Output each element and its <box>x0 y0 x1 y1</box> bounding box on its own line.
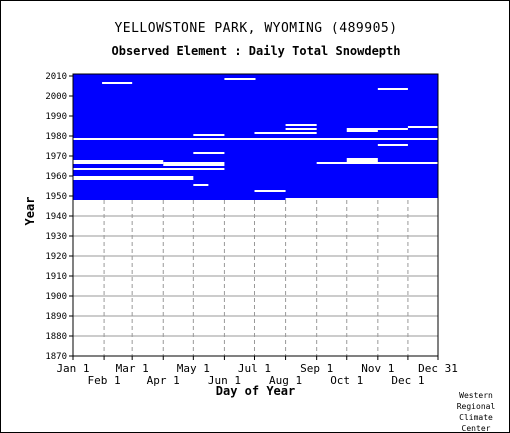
missing-data-segment <box>346 160 378 162</box>
missing-data-segment <box>285 124 317 126</box>
missing-data-segment <box>73 138 440 140</box>
credit-line: Regional <box>456 402 496 411</box>
y-tick-label: 1890 <box>45 312 67 322</box>
credit-line: Center <box>461 424 491 433</box>
missing-data-segment <box>254 132 317 134</box>
x-tick-label: Apr 1 <box>147 374 180 387</box>
missing-data-segment <box>193 134 225 136</box>
x-tick-label: Jun 1 <box>208 374 241 387</box>
y-tick-label: 1930 <box>45 232 67 242</box>
x-axis-title: Day of Year <box>216 384 295 398</box>
missing-data-segment <box>102 82 133 84</box>
y-tick-label: 1900 <box>45 292 67 302</box>
y-tick-label: 1920 <box>45 252 67 262</box>
x-tick-label: Dec 31 <box>418 362 458 375</box>
credit-line: Western <box>459 391 493 400</box>
x-tick-label: Mar 1 <box>116 362 149 375</box>
x-tick-label: Jul 1 <box>238 362 271 375</box>
y-tick-label: 1870 <box>45 352 67 362</box>
missing-data-segment <box>224 78 256 80</box>
credit-line: Climate <box>459 413 493 422</box>
missing-data-segment <box>316 162 440 164</box>
y-tick-label: 1940 <box>45 212 67 222</box>
y-tick-label: 1970 <box>45 152 67 162</box>
missing-data-segment <box>377 144 408 146</box>
y-tick-label: 1990 <box>45 112 67 122</box>
missing-data-segment <box>193 152 225 154</box>
x-tick-label: Feb 1 <box>88 374 121 387</box>
x-tick-label: Nov 1 <box>361 362 394 375</box>
y-tick-label: 1950 <box>45 192 67 202</box>
missing-data-segment <box>285 128 317 130</box>
missing-data-segment <box>254 190 286 192</box>
missing-data-segment <box>346 158 378 160</box>
credit-block: Western Regional Climate Center <box>441 390 509 433</box>
missing-data-segment <box>407 126 440 128</box>
missing-data-segment <box>73 178 194 180</box>
x-tick-label: Sep 1 <box>300 362 333 375</box>
data-record-block <box>73 74 438 200</box>
x-tick-label: Oct 1 <box>330 374 363 387</box>
missing-data-segment <box>285 198 440 200</box>
chart-subtitle: Observed Element : Daily Total Snowdepth <box>111 44 401 58</box>
y-tick-label: 2010 <box>45 72 67 82</box>
x-tick-label: May 1 <box>177 362 210 375</box>
missing-data-segment <box>193 184 209 186</box>
missing-data-segment <box>163 164 225 166</box>
y-axis-title: Year <box>23 197 37 226</box>
missing-data-segment <box>346 130 378 132</box>
y-tick-label: 1960 <box>45 172 67 182</box>
y-tick-label: 1880 <box>45 332 67 342</box>
plot-border <box>72 73 439 357</box>
missing-data-segment <box>73 162 164 164</box>
missing-data-segment <box>73 160 164 162</box>
chart-title: YELLOWSTONE PARK, WYOMING (489905) <box>114 21 398 36</box>
missing-data-segment <box>163 162 225 164</box>
x-tick-label: Dec 1 <box>391 374 424 387</box>
y-tick-label: 1910 <box>45 272 67 282</box>
y-tick-label: 2000 <box>45 92 67 102</box>
y-tick-label: 1980 <box>45 132 67 142</box>
missing-data-segment <box>346 128 408 130</box>
missing-data-segment <box>377 88 408 90</box>
missing-data-segment <box>73 168 225 170</box>
x-tick-label: Jan 1 <box>56 362 89 375</box>
missing-data-segment <box>73 176 194 178</box>
x-tick-label: Aug 1 <box>269 374 302 387</box>
